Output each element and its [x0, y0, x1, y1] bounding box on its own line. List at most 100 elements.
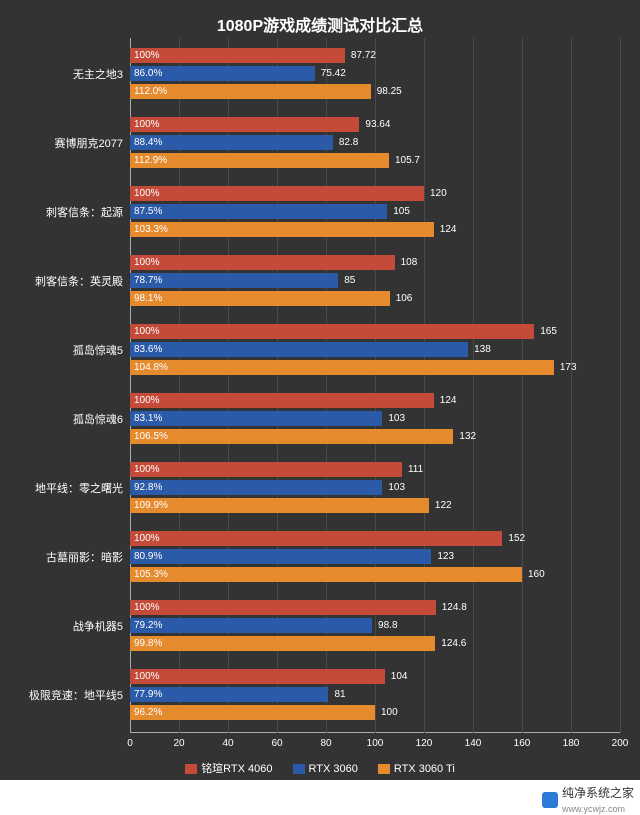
category-label: 无主之地3 — [8, 66, 123, 82]
bar-value-label: 160 — [522, 567, 545, 582]
bar-percent-label: 96.2% — [134, 705, 162, 720]
legend-label: 铭瑄RTX 4060 — [201, 763, 272, 775]
bar-percent-label: 103.3% — [134, 222, 168, 237]
bar-percent-label: 87.5% — [134, 204, 162, 219]
bar-value-label: 124.8 — [436, 600, 467, 615]
bar — [130, 600, 436, 615]
bar-percent-label: 109.9% — [134, 498, 168, 513]
bar-value-label: 81 — [328, 687, 345, 702]
bar-percent-label: 100% — [134, 255, 160, 270]
bar-percent-label: 99.8% — [134, 636, 162, 651]
bar — [130, 411, 382, 426]
bar-percent-label: 100% — [134, 186, 160, 201]
bar — [130, 204, 387, 219]
bar — [130, 549, 431, 564]
bar-percent-label: 100% — [134, 600, 160, 615]
bar-value-label: 87.72 — [345, 48, 376, 63]
bar — [130, 342, 468, 357]
bar-value-label: 138 — [468, 342, 491, 357]
bar — [130, 222, 434, 237]
legend-swatch — [378, 764, 390, 774]
bar — [130, 117, 359, 132]
legend-item: RTX 3060 Ti — [378, 763, 455, 775]
bar — [130, 618, 372, 633]
bar-value-label: 85 — [338, 273, 355, 288]
gridline — [571, 38, 572, 733]
bar-value-label: 98.25 — [371, 84, 402, 99]
x-tick-label: 0 — [127, 738, 133, 749]
bar — [130, 462, 402, 477]
gridline — [424, 38, 425, 733]
bar-value-label: 100 — [375, 705, 398, 720]
bar — [130, 48, 345, 63]
legend-label: RTX 3060 Ti — [394, 763, 455, 775]
bar-percent-label: 112.9% — [134, 153, 167, 168]
bar-value-label: 82.8 — [333, 135, 358, 150]
bar-percent-label: 100% — [134, 531, 160, 546]
gridline — [522, 38, 523, 733]
x-tick-label: 180 — [563, 738, 580, 749]
x-tick-label: 20 — [173, 738, 184, 749]
bar-percent-label: 88.4% — [134, 135, 162, 150]
bar-value-label: 123 — [431, 549, 454, 564]
gridline — [473, 38, 474, 733]
bar-percent-label: 100% — [134, 669, 160, 684]
bar-percent-label: 79.2% — [134, 618, 162, 633]
bar — [130, 186, 424, 201]
bar-percent-label: 98.1% — [134, 291, 162, 306]
x-tick-label: 160 — [514, 738, 531, 749]
bar — [130, 498, 429, 513]
bar-value-label: 122 — [429, 498, 452, 513]
bar-percent-label: 80.9% — [134, 549, 162, 564]
bar-percent-label: 77.9% — [134, 687, 162, 702]
bar-value-label: 103 — [382, 411, 405, 426]
bar-value-label: 120 — [424, 186, 447, 201]
bar — [130, 324, 534, 339]
bar-percent-label: 78.7% — [134, 273, 162, 288]
bar-percent-label: 100% — [134, 393, 160, 408]
plot-area: 100%87.7286.0%75.42112.0%98.25100%93.648… — [130, 38, 620, 733]
bar-value-label: 124 — [434, 222, 457, 237]
category-label: 刺客信条：英灵殿 — [8, 273, 123, 289]
bar-value-label: 111 — [402, 462, 423, 477]
bar-percent-label: 100% — [134, 48, 160, 63]
bar-percent-label: 105.3% — [134, 567, 168, 582]
bar — [130, 531, 502, 546]
bar-value-label: 98.8 — [372, 618, 397, 633]
bar — [130, 393, 434, 408]
category-label: 孤岛惊魂5 — [8, 342, 123, 358]
bar-value-label: 103 — [382, 480, 405, 495]
bar-value-label: 165 — [534, 324, 557, 339]
bar-percent-label: 83.6% — [134, 342, 162, 357]
bar-value-label: 93.64 — [359, 117, 390, 132]
bar-percent-label: 104.8% — [134, 360, 168, 375]
legend-item: RTX 3060 — [293, 763, 358, 775]
bar-percent-label: 86.0% — [134, 66, 162, 81]
legend-item: 铭瑄RTX 4060 — [185, 760, 272, 776]
legend-label: RTX 3060 — [309, 763, 358, 775]
bar-value-label: 173 — [554, 360, 577, 375]
x-tick-label: 140 — [465, 738, 482, 749]
bar — [130, 291, 390, 306]
watermark-url: www.ycwjz.com — [562, 804, 625, 814]
bar-value-label: 105.7 — [389, 153, 420, 168]
bar-value-label: 124.6 — [435, 636, 466, 651]
category-label: 地平线：零之曙光 — [8, 480, 123, 496]
bar-value-label: 104 — [385, 669, 408, 684]
x-tick-label: 40 — [222, 738, 233, 749]
category-label: 孤岛惊魂6 — [8, 411, 123, 427]
bar-value-label: 152 — [502, 531, 525, 546]
bar — [130, 360, 554, 375]
category-label: 赛博朋克2077 — [8, 135, 123, 151]
legend-swatch — [293, 764, 305, 774]
category-label: 古墓丽影：暗影 — [8, 549, 123, 565]
category-label: 刺客信条：起源 — [8, 204, 123, 220]
x-tick-label: 120 — [416, 738, 433, 749]
bar — [130, 567, 522, 582]
bar-value-label: 124 — [434, 393, 457, 408]
x-tick-label: 60 — [271, 738, 282, 749]
category-label: 极限竞速：地平线5 — [8, 687, 123, 703]
bar-value-label: 106 — [390, 291, 413, 306]
bar-percent-label: 100% — [134, 117, 160, 132]
bar-percent-label: 83.1% — [134, 411, 162, 426]
